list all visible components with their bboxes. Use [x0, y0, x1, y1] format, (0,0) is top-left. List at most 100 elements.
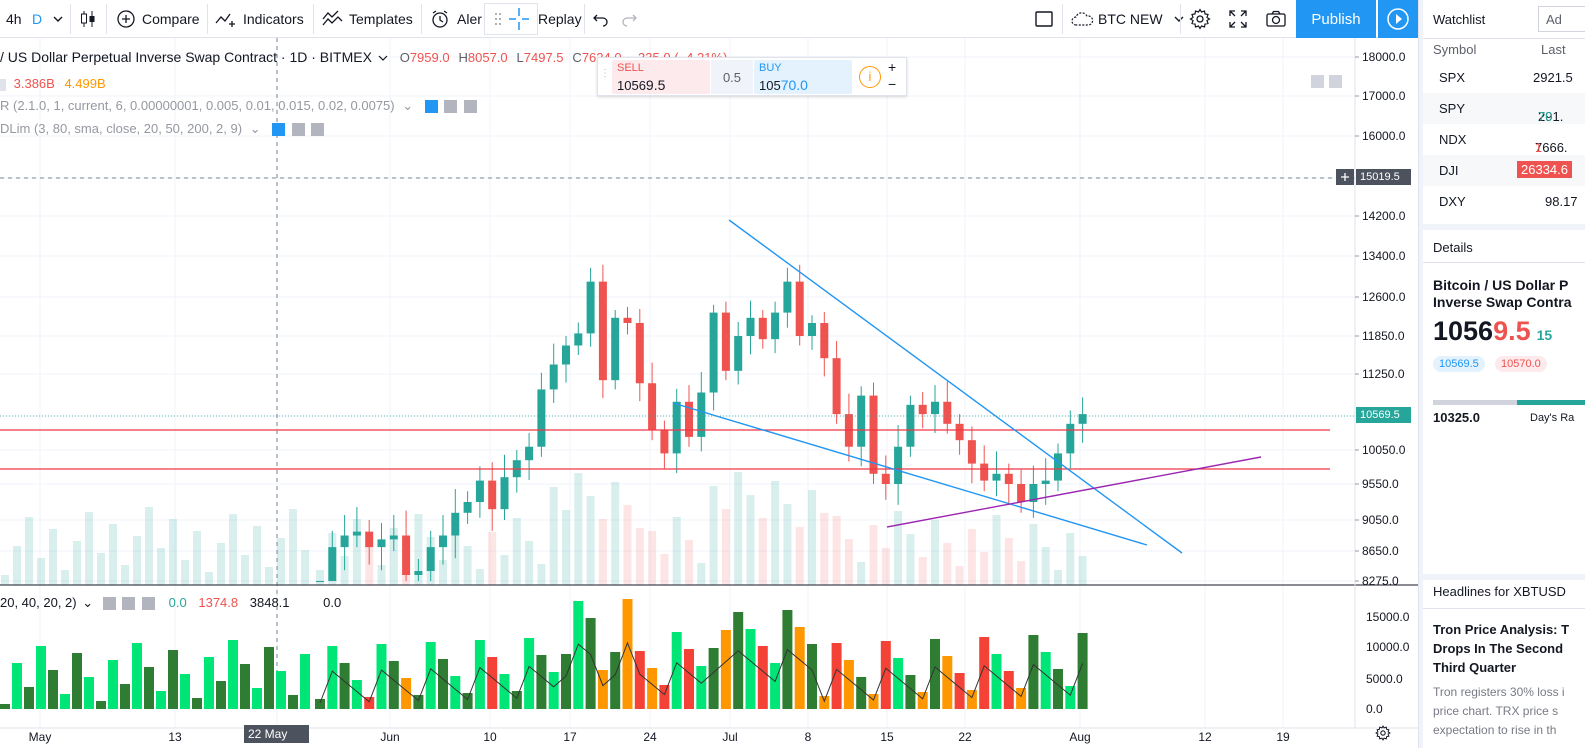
- trendline-lower[interactable]: [672, 402, 1148, 546]
- watchlist-row[interactable]: SPX 2921.5: [1423, 62, 1585, 93]
- watchlist-row[interactable]: SPY 291. 70: [1423, 93, 1585, 124]
- lower-indicator-legend[interactable]: 20, 40, 20, 2) ⌄ 0.0 1374.8 3848.1 0.0: [0, 595, 342, 611]
- histogram-bar: [720, 630, 731, 709]
- volume-bar: [37, 558, 45, 585]
- sell-button[interactable]: SELL 10569.5: [612, 60, 710, 94]
- chart-settings-gear-icon[interactable]: [1375, 725, 1391, 746]
- layout-name: BTC NEW: [1098, 11, 1163, 27]
- camera-icon[interactable]: [1265, 0, 1287, 38]
- histogram-bar: [351, 680, 362, 709]
- drag-handle-icon[interactable]: ⋮⋮: [600, 68, 620, 79]
- time-axis-label: Jun: [380, 730, 399, 744]
- expand-icon[interactable]: [1228, 0, 1248, 38]
- close-icon[interactable]: [311, 123, 325, 137]
- sell-price: 10569.5: [617, 77, 665, 93]
- indicator-legend-1[interactable]: R (2.1.0, 1, current, 6, 0.00000001, 0.0…: [0, 98, 478, 114]
- price-chart-svg[interactable]: 18000.0 17000.0 16000.0 14200.0 13400.0 12600…: [0, 38, 1418, 748]
- volume-bar: [992, 515, 1001, 585]
- histogram-bar: [72, 653, 82, 709]
- volume-bar: [685, 540, 693, 585]
- undo-icon[interactable]: [592, 0, 610, 38]
- histogram-bar: [252, 688, 262, 709]
- zoom-minus-icon[interactable]: −: [888, 76, 897, 92]
- eye-icon[interactable]: [272, 123, 286, 137]
- sell-label: SELL: [617, 62, 644, 74]
- publish-button[interactable]: Publish: [1296, 0, 1376, 38]
- interval-4h[interactable]: 4h: [6, 0, 22, 38]
- volume-legend[interactable]: 3.386B 4.499B: [0, 76, 106, 91]
- spread-value: 0.5: [711, 60, 753, 94]
- watchlist-row[interactable]: NDX 7666. 1: [1423, 124, 1585, 155]
- volume-bar: [869, 525, 878, 585]
- price-axis[interactable]: 18000.0 17000.0 16000.0 14200.0 13400.0 12600…: [1355, 50, 1410, 716]
- time-axis[interactable]: May 13 Jun 10 17 24 Jul 8 15 22 Aug 12 19: [29, 730, 1290, 744]
- volume-bar: [537, 564, 546, 585]
- headline-line-1: Tron Price Analysis: T: [1433, 622, 1570, 637]
- candles-style-icon[interactable]: [78, 0, 98, 38]
- candle-body: [795, 281, 804, 336]
- watchlist-row[interactable]: DJI 26334.6: [1423, 155, 1585, 186]
- close-icon[interactable]: [464, 100, 478, 114]
- range-bar-right: [1517, 400, 1585, 405]
- buy-button[interactable]: BUY 10570.0: [754, 60, 852, 94]
- row-last-suffix: 70: [1538, 109, 1553, 124]
- eye-icon[interactable]: [424, 100, 438, 114]
- volume-bar: [771, 481, 780, 585]
- trendline-upper[interactable]: [728, 219, 1183, 554]
- fullscreen-square-icon[interactable]: [1034, 0, 1054, 38]
- volume-value-2: 4.499B: [64, 76, 106, 91]
- indicator-legend-2[interactable]: DLim (3, 80, sma, close, 20, 50, 200, 2,…: [0, 121, 325, 137]
- collapse-down-icon[interactable]: [1311, 75, 1324, 88]
- column-last[interactable]: Last: [1541, 42, 1566, 57]
- zoom-plus-icon[interactable]: +: [888, 59, 897, 75]
- volume-bar: [648, 531, 657, 585]
- crosshair-plus-icon[interactable]: [1336, 169, 1354, 185]
- candle-body: [340, 535, 349, 548]
- column-symbol[interactable]: Symbol: [1433, 42, 1477, 57]
- interval-chevron-down-icon[interactable]: [52, 0, 64, 38]
- interval-d[interactable]: D: [32, 0, 42, 38]
- gear-icon[interactable]: [291, 123, 305, 137]
- redo-icon[interactable]: [620, 0, 638, 38]
- layout-selector[interactable]: BTC NEW: [1070, 0, 1185, 38]
- templates-button[interactable]: Templates: [322, 0, 413, 38]
- gear-icon[interactable]: [444, 100, 458, 114]
- eye-icon[interactable]: [102, 597, 116, 611]
- candle-body: [672, 401, 681, 454]
- gear-icon[interactable]: [122, 597, 136, 611]
- crosshair-floating-tool[interactable]: [484, 3, 538, 35]
- candle-body: [1004, 473, 1013, 484]
- replay-button[interactable]: Replay: [538, 0, 582, 38]
- histogram-bar: [511, 691, 522, 709]
- headline-item[interactable]: Tron Price Analysis: T Drops In The Seco…: [1433, 620, 1569, 677]
- volume-bar: [808, 490, 816, 585]
- candle-body: [771, 312, 780, 340]
- bid-badge[interactable]: 10569.5: [1433, 356, 1485, 372]
- compare-button[interactable]: Compare: [116, 0, 200, 38]
- volume-bar: [611, 482, 620, 585]
- add-symbol-input[interactable]: Ad: [1538, 6, 1585, 32]
- range-bar-left: [1433, 400, 1517, 405]
- info-icon[interactable]: i: [859, 66, 881, 88]
- time-axis-label: 24: [643, 730, 657, 744]
- publish-play-icon[interactable]: [1378, 0, 1418, 38]
- candle-body: [537, 389, 546, 447]
- watchlist-row[interactable]: DXY 98.17: [1423, 186, 1585, 217]
- candle-body: [623, 317, 632, 323]
- candle-body: [562, 345, 570, 365]
- ask-badge[interactable]: 10570.0: [1495, 356, 1547, 372]
- histogram-bar: [856, 677, 867, 709]
- chart-pane[interactable]: 18000.0 17000.0 16000.0 14200.0 13400.0 12600…: [0, 38, 1418, 748]
- support-trendline[interactable]: [886, 456, 1262, 528]
- indicators-button[interactable]: Indicators: [215, 0, 304, 38]
- histogram-bar: [132, 643, 142, 709]
- histogram-bar: [276, 671, 286, 709]
- histogram-bar: [1040, 652, 1051, 709]
- candle-body: [881, 473, 890, 484]
- price-axis-label: 12600.0: [1362, 290, 1406, 304]
- collapse-up-icon[interactable]: [1329, 75, 1342, 88]
- settings-gear-icon[interactable]: [1189, 0, 1211, 38]
- range-low: 10325.0: [1433, 410, 1480, 425]
- alert-button[interactable]: Aler: [430, 0, 482, 38]
- close-icon[interactable]: [142, 597, 156, 611]
